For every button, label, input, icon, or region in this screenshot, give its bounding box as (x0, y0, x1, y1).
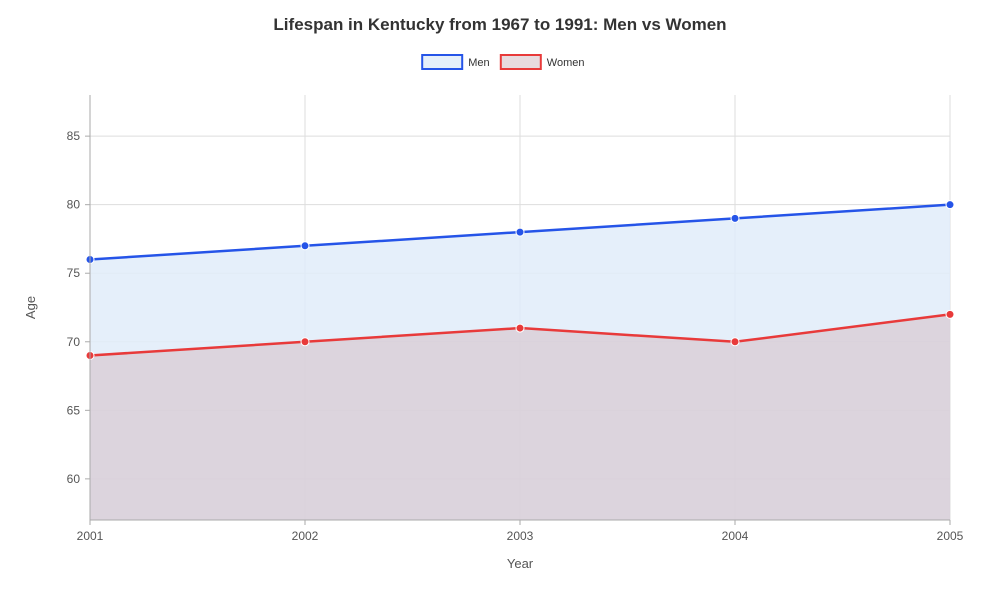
y-tick-label: 75 (67, 266, 81, 280)
data-point (301, 242, 309, 250)
y-axis-label: Age (23, 296, 38, 319)
x-axis-label: Year (507, 556, 534, 571)
lifespan-chart: Lifespan in Kentucky from 1967 to 1991: … (0, 0, 1000, 600)
data-point (516, 228, 524, 236)
chart-title: Lifespan in Kentucky from 1967 to 1991: … (273, 15, 726, 34)
y-tick-label: 60 (67, 472, 81, 486)
x-tick-label: 2004 (722, 529, 749, 543)
y-tick-label: 65 (67, 403, 81, 417)
data-point (731, 214, 739, 222)
data-point (946, 201, 954, 209)
legend-label: Men (468, 57, 489, 69)
x-tick-label: 2005 (937, 529, 964, 543)
legend-swatch (501, 55, 541, 69)
y-tick-label: 85 (67, 129, 81, 143)
legend-swatch (422, 55, 462, 69)
x-tick-label: 2001 (77, 529, 104, 543)
data-point (946, 310, 954, 318)
y-tick-label: 70 (67, 335, 81, 349)
y-tick-label: 80 (67, 198, 81, 212)
legend-label: Women (547, 57, 585, 69)
x-tick-label: 2002 (292, 529, 319, 543)
data-point (301, 338, 309, 346)
data-point (731, 338, 739, 346)
x-tick-label: 2003 (507, 529, 534, 543)
chart-container: Lifespan in Kentucky from 1967 to 1991: … (0, 0, 1000, 600)
data-point (516, 324, 524, 332)
